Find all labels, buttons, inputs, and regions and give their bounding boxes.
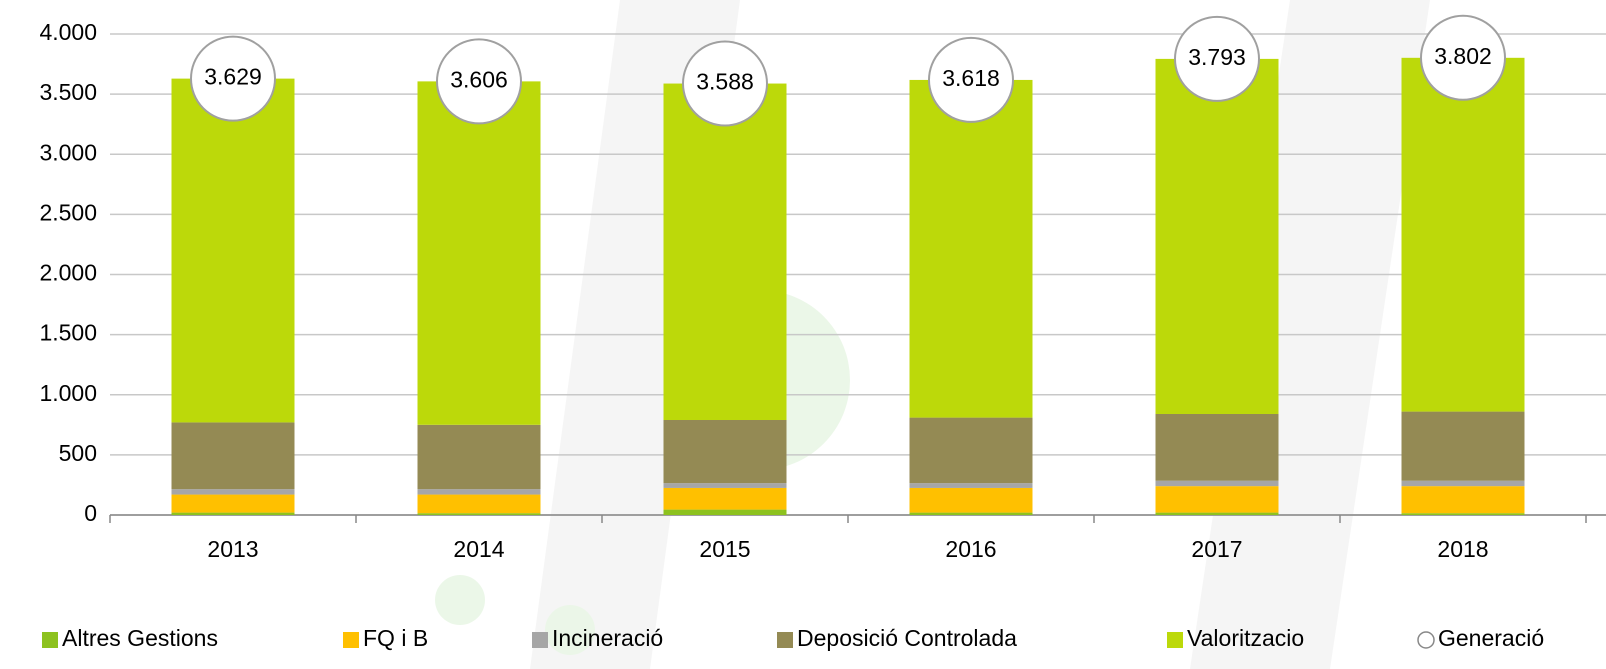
bar-segment [1155, 512, 1279, 515]
legend-label: Valoritzacio [1187, 625, 1304, 651]
total-marker [928, 36, 1014, 123]
y-tick-label: 2.000 [39, 260, 97, 286]
legend-swatch [343, 632, 359, 648]
total-label: 3.588 [696, 69, 754, 95]
legend-swatch [1167, 632, 1183, 648]
bar-segment [909, 483, 1033, 488]
bar-segment [417, 513, 541, 515]
bar-segment [171, 494, 295, 513]
total-label: 3.618 [942, 65, 1000, 91]
bar-segment [1155, 58, 1279, 414]
bar-segment [171, 489, 295, 495]
y-tick-label: 1.000 [39, 380, 97, 406]
bar-segment [909, 79, 1033, 418]
bar-segment [909, 512, 1033, 515]
legend-label: Incineració [552, 625, 663, 651]
bar-segment [1401, 513, 1525, 515]
y-tick-label: 4.000 [39, 19, 97, 45]
legend-swatch [42, 632, 58, 648]
x-tick-label: 2014 [453, 536, 504, 562]
watermark-dot [545, 605, 595, 655]
bar-segment [417, 81, 541, 425]
bar-segment [171, 512, 295, 515]
bar-segment [417, 489, 541, 495]
total-marker [436, 38, 522, 125]
bar-segment [1401, 486, 1525, 514]
bar-segment [1155, 413, 1279, 481]
bar-segment [909, 417, 1033, 484]
y-tick-label: 1.500 [39, 320, 97, 346]
watermark-dot [435, 575, 485, 625]
y-tick-label: 3.500 [39, 79, 97, 105]
bar-segment [1401, 411, 1525, 481]
y-tick-label: 2.500 [39, 199, 97, 225]
bar-segment [1155, 486, 1279, 513]
legend-label: Altres Gestions [62, 625, 218, 651]
x-tick-label: 2018 [1437, 536, 1488, 562]
bar-segment [417, 424, 541, 490]
x-tick-label: 2016 [945, 536, 996, 562]
legend-swatch [777, 632, 793, 648]
bar-segment [663, 83, 787, 421]
legend-label: Deposició Controlada [797, 625, 1017, 651]
total-marker [1174, 15, 1260, 102]
bar-segment [417, 494, 541, 514]
total-label: 3.606 [450, 66, 508, 92]
y-tick-label: 0 [84, 500, 97, 526]
bar-segment [909, 487, 1033, 513]
bar-segment [1155, 480, 1279, 487]
total-label: 3.793 [1188, 44, 1246, 70]
bar-segment [1401, 480, 1525, 487]
bar-segment [663, 509, 787, 515]
total-marker [190, 35, 276, 122]
x-tick-label: 2017 [1191, 536, 1242, 562]
total-marker [682, 40, 768, 127]
x-tick-label: 2013 [207, 536, 258, 562]
bar-segment [171, 422, 295, 490]
total-marker [1420, 14, 1506, 101]
legend-label: FQ i B [363, 625, 428, 651]
bar-segment [663, 420, 787, 484]
legend-label: Generació [1438, 625, 1544, 651]
total-label: 3.629 [204, 64, 262, 90]
y-tick-label: 3.000 [39, 139, 97, 165]
bar-segment [1401, 57, 1525, 412]
bar-segment [663, 483, 787, 488]
total-label: 3.802 [1434, 43, 1492, 69]
x-tick-label: 2015 [699, 536, 750, 562]
legend-swatch [532, 632, 548, 648]
bar-segment [171, 78, 295, 423]
legend-swatch [1417, 631, 1435, 649]
y-tick-label: 500 [59, 440, 97, 466]
bar-segment [663, 487, 787, 510]
